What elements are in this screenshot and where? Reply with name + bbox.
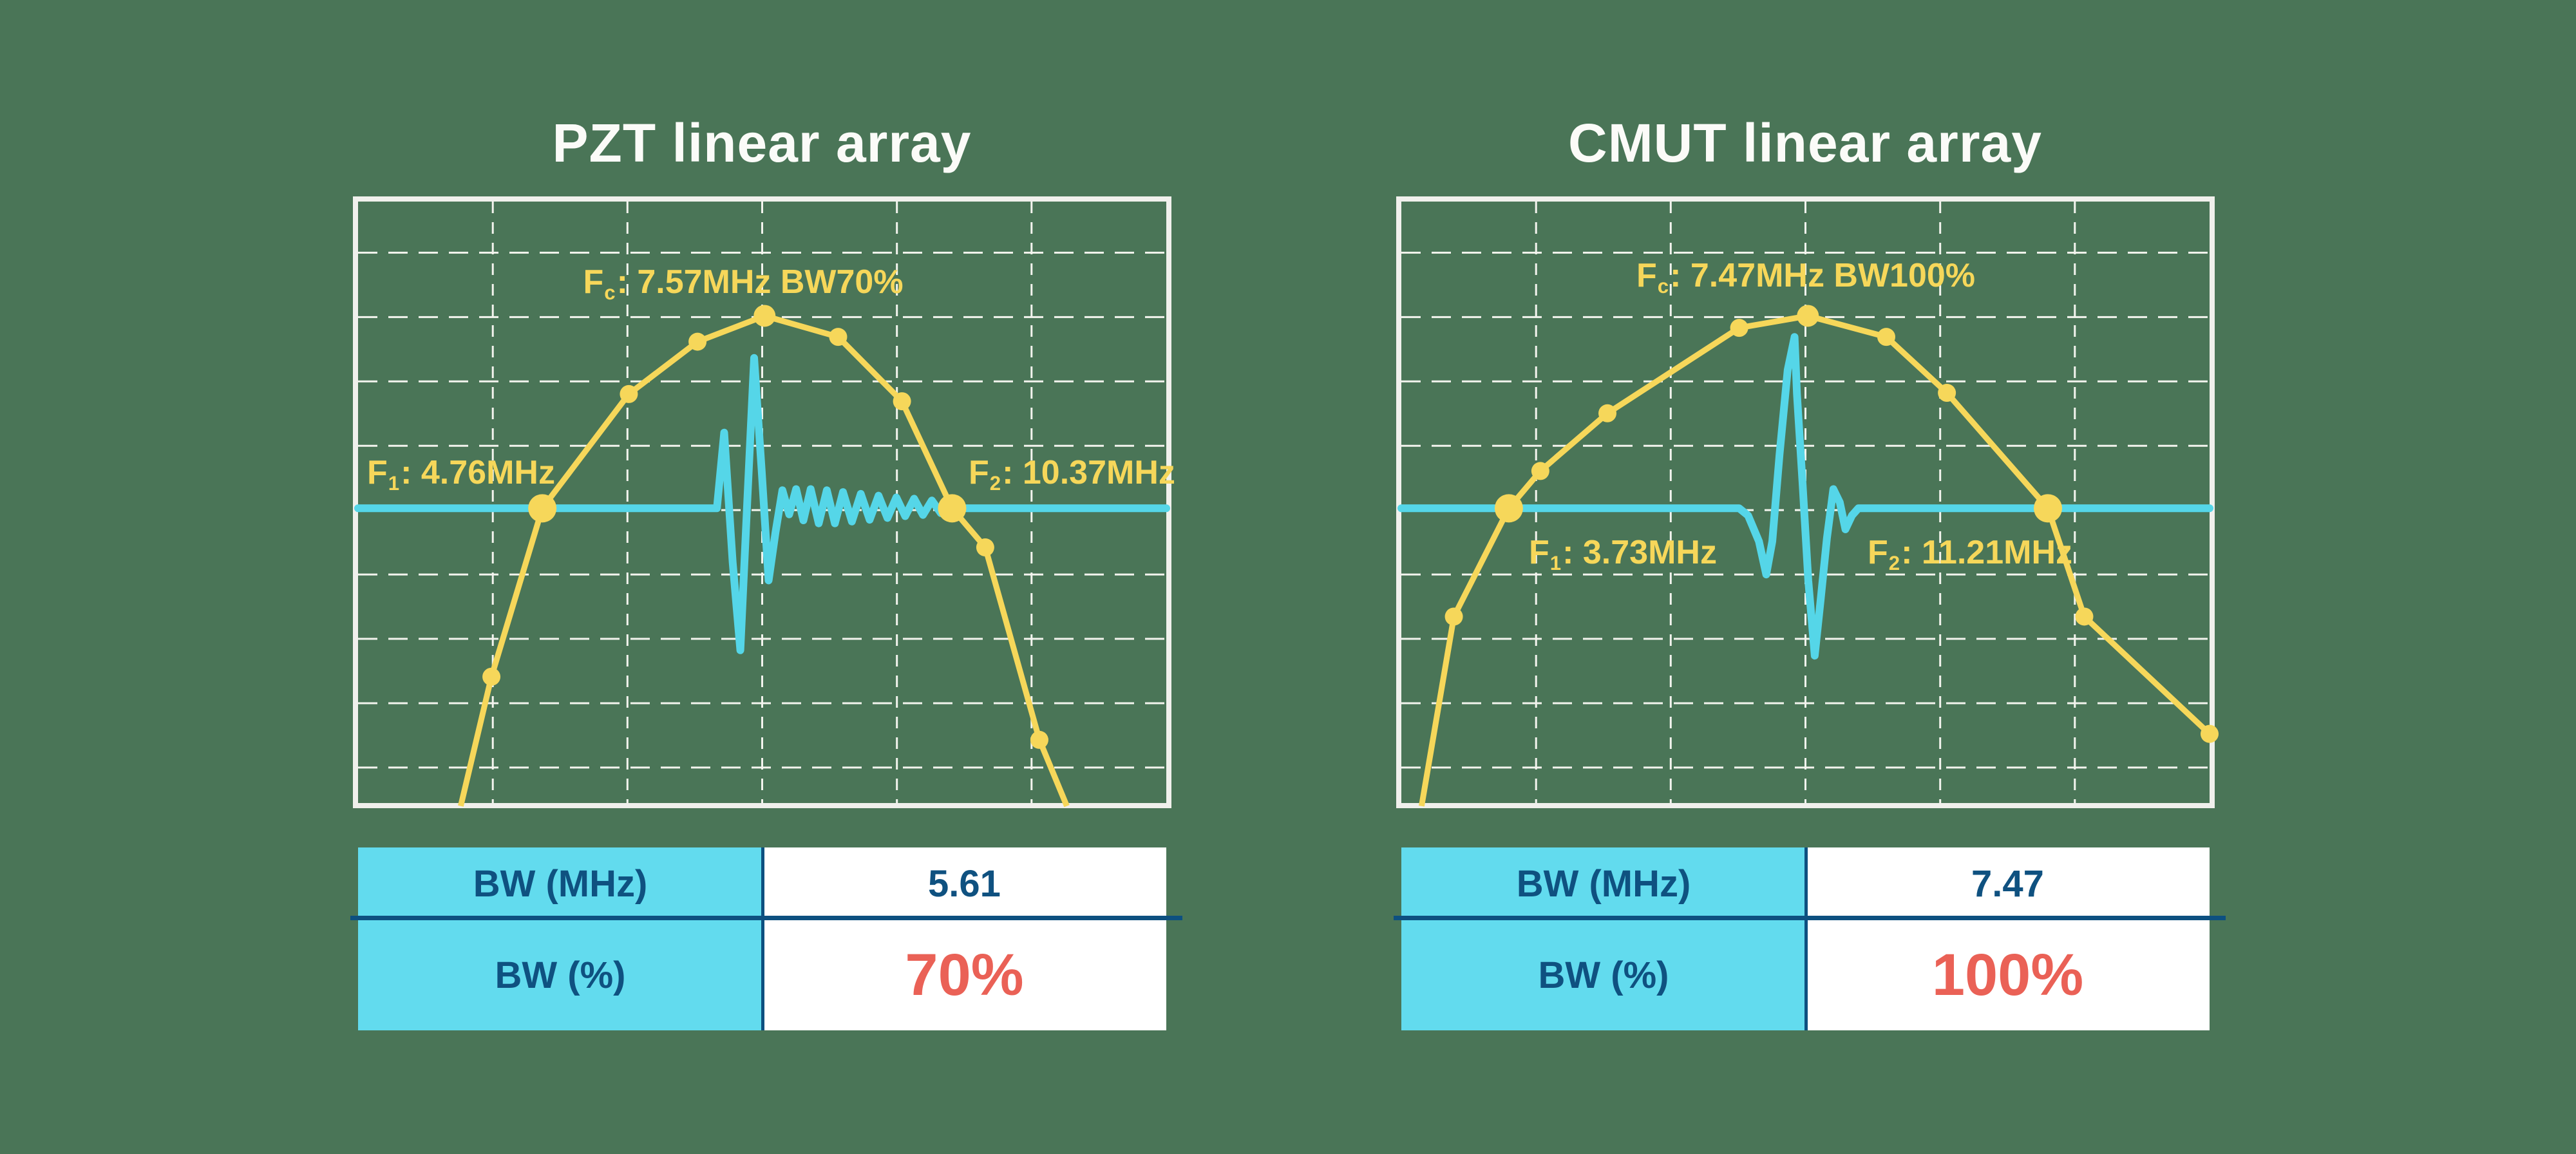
f2-symbol: F [1868, 534, 1888, 571]
cmut-spectrum-chart: Fc: 7.47MHz BW100% F1: 3.73MHz F2: 11.21… [1396, 196, 2219, 808]
table-label-bw-mhz: BW (MHz) [1401, 847, 1806, 920]
table-value-bw-mhz: 7.47 [1806, 847, 2210, 920]
table-label-bw-pct: BW (%) [1401, 920, 1806, 1030]
f2-subscript: 2 [989, 471, 1001, 495]
table-row: BW (MHz) 7.47 [1401, 847, 2210, 920]
pzt-panel-title: PZT linear array [552, 113, 972, 173]
table-row: BW (MHz) 5.61 [358, 847, 1166, 920]
fc-value: : 7.47MHz BW100% [1670, 257, 1976, 294]
f1-symbol: F [1529, 534, 1549, 571]
pzt-panel: PZT linear array Fc: 7.57MHz BW70% F1: 4… [350, 0, 1182, 1154]
table-divider-line [350, 916, 1182, 920]
f2-symbol: F [969, 454, 989, 491]
table-column-separator [1804, 847, 1808, 1030]
cmut-chart-canvas [1397, 202, 2219, 807]
cmut-f1-annotation: F1: 3.73MHz [1529, 533, 1717, 577]
pzt-f2-annotation: F2: 10.37MHz [969, 453, 1175, 497]
f1-subscript: 1 [388, 471, 400, 495]
f1-subscript: 1 [1549, 551, 1562, 574]
table-column-separator [761, 847, 764, 1030]
fc-subscript: c [1657, 274, 1669, 298]
pzt-spectrum-chart: Fc: 7.57MHz BW70% F1: 4.76MHz F2: 10.37M… [353, 196, 1175, 808]
cmut-panel-title: CMUT linear array [1568, 113, 2042, 173]
pzt-fc-annotation: Fc: 7.57MHz BW70% [583, 262, 903, 307]
pzt-bandwidth-table: BW (MHz) 5.61 BW (%) 70% [350, 847, 1182, 1030]
table-value-bw-mhz: 5.61 [762, 847, 1166, 920]
cmut-bandwidth-table: BW (MHz) 7.47 BW (%) 100% [1394, 847, 2226, 1030]
cmut-panel: CMUT linear array Fc: 7.47MHz BW100% F1:… [1394, 0, 2226, 1154]
fc-symbol: F [1636, 257, 1657, 294]
pzt-chart-canvas [354, 202, 1170, 808]
table-row: BW (%) 70% [358, 920, 1166, 1030]
cmut-f2-annotation: F2: 11.21MHz [1868, 533, 2072, 577]
table-row: BW (%) 100% [1401, 920, 2210, 1030]
f2-subscript: 2 [1888, 551, 1900, 574]
f1-symbol: F [367, 454, 388, 491]
f1-value: : 4.76MHz [401, 454, 555, 491]
f2-value: : 11.21MHz [1901, 534, 2073, 571]
fc-value: : 7.57MHz BW70% [616, 263, 904, 301]
table-value-bw-pct: 70% [762, 920, 1166, 1030]
f2-value: : 10.37MHz [1002, 454, 1175, 491]
fc-subscript: c [604, 281, 616, 304]
table-label-bw-pct: BW (%) [358, 920, 762, 1030]
table-label-bw-mhz: BW (MHz) [358, 847, 762, 920]
table-divider-line [1394, 916, 2226, 920]
fc-symbol: F [583, 263, 604, 301]
table-value-bw-pct: 100% [1806, 920, 2210, 1030]
pzt-f1-annotation: F1: 4.76MHz [367, 453, 555, 497]
f1-value: : 3.73MHz [1562, 534, 1717, 571]
cmut-fc-annotation: Fc: 7.47MHz BW100% [1636, 256, 1975, 300]
